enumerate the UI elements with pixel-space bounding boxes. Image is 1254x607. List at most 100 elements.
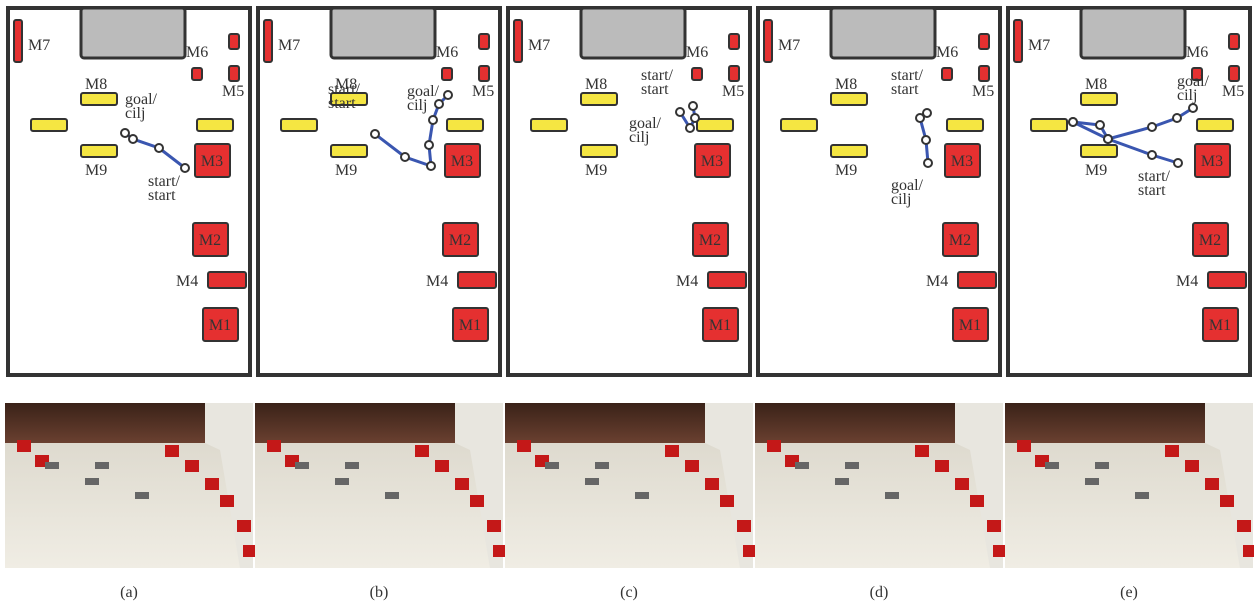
machine-left xyxy=(1031,119,1067,131)
panel: M7M6M5M8M9M3M2M1M4goal/ciljstart/start(c… xyxy=(505,8,757,601)
caption: (a) xyxy=(120,584,138,601)
caption: (c) xyxy=(620,584,638,601)
label-m9: M9 xyxy=(585,162,607,179)
machine-m9 xyxy=(581,145,617,157)
label-m3: M3 xyxy=(951,153,973,170)
label-m5: M5 xyxy=(972,83,994,100)
photo-machine xyxy=(1243,545,1254,557)
waypoint xyxy=(429,116,437,124)
photo xyxy=(5,403,257,568)
machine-m9 xyxy=(331,145,367,157)
machine-m7 xyxy=(764,20,772,62)
photo-machine xyxy=(237,520,251,532)
machine-m6a xyxy=(229,34,239,49)
photo-block xyxy=(1095,462,1109,469)
machine-m6 xyxy=(442,68,452,80)
waypoint xyxy=(444,91,452,99)
photo-block xyxy=(845,462,859,469)
machine-m7 xyxy=(514,20,522,62)
label-m4: M4 xyxy=(176,273,198,290)
goal-label: cilj xyxy=(891,191,911,208)
start-label: start xyxy=(328,95,356,112)
photo-machine xyxy=(1237,520,1251,532)
label-m1: M1 xyxy=(959,317,981,334)
photo-block xyxy=(795,462,809,469)
photo-block xyxy=(1085,478,1099,485)
machine-m4 xyxy=(708,272,746,288)
label-m6: M6 xyxy=(1186,44,1208,61)
photo xyxy=(255,403,507,568)
label-m8: M8 xyxy=(585,76,607,93)
photo-machine xyxy=(415,445,429,457)
machine-m5 xyxy=(979,66,989,81)
waypoint xyxy=(686,124,694,132)
label-m4: M4 xyxy=(926,273,948,290)
goal-label: cilj xyxy=(1177,87,1197,104)
label-m4: M4 xyxy=(676,273,698,290)
machine-m4 xyxy=(1208,272,1246,288)
label-m2: M2 xyxy=(699,232,721,249)
machine-m6a xyxy=(979,34,989,49)
machine-m5 xyxy=(1229,66,1239,81)
label-m1: M1 xyxy=(459,317,481,334)
label-m8: M8 xyxy=(85,76,107,93)
start-label: start xyxy=(1138,182,1166,199)
label-m7: M7 xyxy=(28,37,50,54)
label-m7: M7 xyxy=(778,37,800,54)
waypoint xyxy=(155,144,163,152)
photo-block xyxy=(635,492,649,499)
waypoint xyxy=(691,114,699,122)
label-m2: M2 xyxy=(949,232,971,249)
photo-machine xyxy=(267,440,281,452)
machine-left xyxy=(31,119,67,131)
start-label: start xyxy=(148,187,176,204)
machine-m5 xyxy=(229,66,239,81)
start-label: start xyxy=(641,81,669,98)
photo-block xyxy=(45,462,59,469)
photo-machine xyxy=(243,545,257,557)
label-m3: M3 xyxy=(701,153,723,170)
photo xyxy=(505,403,757,568)
photo-machine xyxy=(987,520,1001,532)
start-label: start xyxy=(891,81,919,98)
photo-machine xyxy=(705,478,719,490)
waypoint xyxy=(916,114,924,122)
waypoint xyxy=(121,129,129,137)
label-m3: M3 xyxy=(451,153,473,170)
waypoint xyxy=(1148,123,1156,131)
machine-m6a xyxy=(479,34,489,49)
label-m4: M4 xyxy=(426,273,448,290)
machine-right xyxy=(947,119,983,131)
photo xyxy=(755,403,1007,568)
machine-m6 xyxy=(942,68,952,80)
waypoint xyxy=(435,100,443,108)
label-m6: M6 xyxy=(436,44,458,61)
machine-m7 xyxy=(14,20,22,62)
photo-machine xyxy=(185,460,199,472)
figure: M7M6M5M8M9M3M2M1M4goal/ciljstart/start(a… xyxy=(0,0,1254,607)
machine-m6 xyxy=(192,68,202,80)
label-m7: M7 xyxy=(1028,37,1050,54)
photo-machine xyxy=(1205,478,1219,490)
caption: (b) xyxy=(370,584,389,601)
photo-block xyxy=(595,462,609,469)
waypoint xyxy=(401,153,409,161)
waypoint xyxy=(129,135,137,143)
photo-machine xyxy=(685,460,699,472)
photo-machine xyxy=(205,478,219,490)
machine-m8 xyxy=(831,93,867,105)
photo-machine xyxy=(767,440,781,452)
photo-block xyxy=(345,462,359,469)
photo-machine xyxy=(470,495,484,507)
photo-block xyxy=(885,492,899,499)
machine-m6a xyxy=(729,34,739,49)
label-m8: M8 xyxy=(835,76,857,93)
label-m7: M7 xyxy=(528,37,550,54)
machine-m4 xyxy=(958,272,996,288)
label-m9: M9 xyxy=(835,162,857,179)
photo-block xyxy=(1135,492,1149,499)
label-m6: M6 xyxy=(686,44,708,61)
photo-machine xyxy=(17,440,31,452)
label-m6: M6 xyxy=(936,44,958,61)
